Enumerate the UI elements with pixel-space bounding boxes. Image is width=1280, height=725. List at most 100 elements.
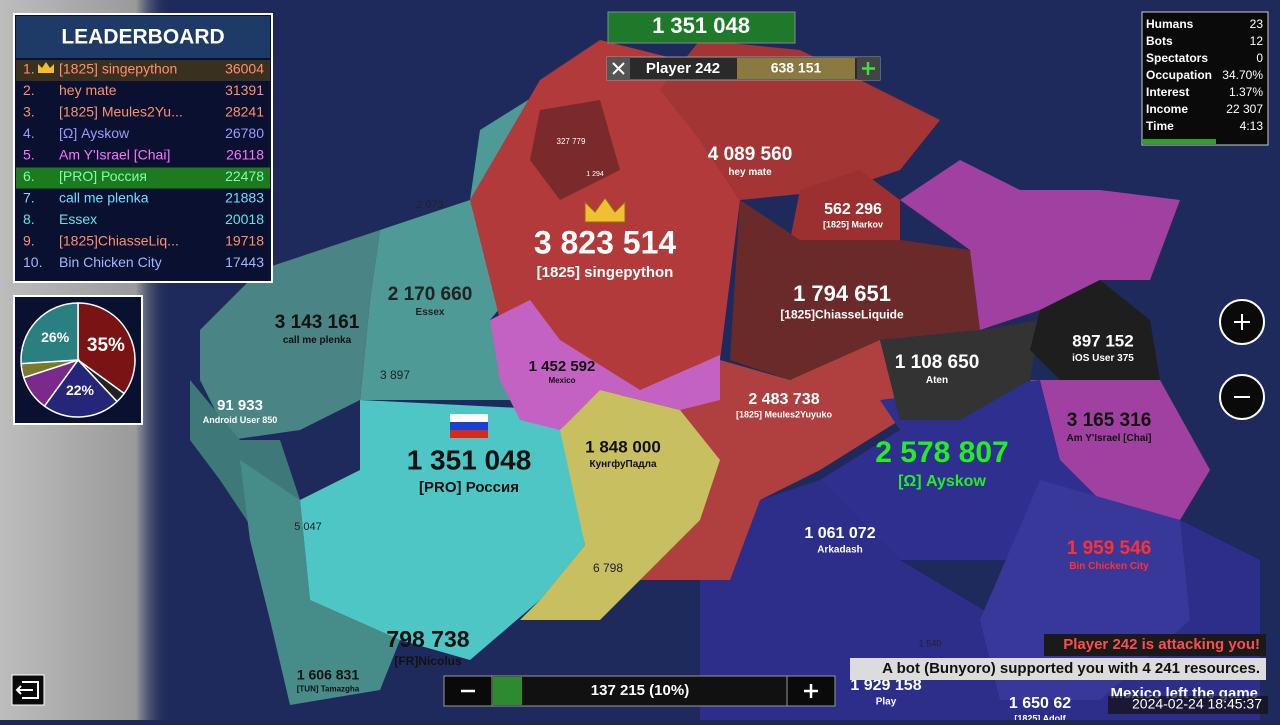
score: 36004 [225, 61, 264, 77]
territory [490, 300, 720, 430]
player-name: [PRO] Россия [59, 168, 147, 184]
territory-amount: 5 047 [294, 521, 322, 533]
timestamp: 2024-02-24 18:45:37 [1132, 696, 1262, 712]
territory-amount: 2 073 [416, 199, 444, 211]
exit-button[interactable] [11, 674, 45, 706]
score: 26780 [225, 125, 264, 141]
zoom-in-icon [1234, 314, 1250, 330]
territory-amount: 562 296 [824, 201, 882, 218]
target-troops-box [737, 58, 855, 79]
stat-label: Time [1146, 119, 1174, 133]
support-message: A bot (Bunyoro) supported you with 4 241… [882, 660, 1260, 677]
territory-amount: 1 061 072 [804, 525, 875, 542]
rank: 5. [23, 147, 35, 163]
player-name: [1825] Meules2Yu... [59, 104, 183, 120]
territory-amount: 2 483 738 [748, 391, 819, 408]
score: 31391 [225, 82, 264, 98]
territory [530, 100, 620, 200]
rank: 1. [23, 61, 35, 77]
crown-icon [584, 197, 626, 223]
territory-name: [PRO] Россия [419, 479, 519, 496]
territory-amount: 6 798 [593, 561, 623, 575]
support-bg [850, 658, 1266, 680]
territory-amount: 327 779 [557, 137, 586, 146]
stat-label: Interest [1146, 85, 1189, 99]
territory [200, 230, 380, 440]
territory-name: [FR]Nicolus [394, 654, 462, 668]
territory-amount: 1 929 158 [850, 677, 921, 694]
attack-bg [1044, 634, 1266, 656]
send-amount: 137 215 (10%) [591, 682, 689, 699]
rank: 3. [23, 104, 35, 120]
territory-name: [Ω] Ayskow [898, 473, 986, 490]
territory [730, 200, 980, 380]
score: 17443 [225, 254, 264, 270]
territory-amount: 1 108 650 [895, 352, 980, 373]
territory-name: [1825] Markov [823, 219, 883, 229]
rank: 6. [23, 168, 35, 184]
territory-amount: 897 152 [1072, 331, 1133, 350]
row-highlight [16, 167, 270, 189]
leaderboard-panel [13, 13, 273, 283]
territory-amount: 1 294 [586, 171, 604, 178]
territory-amount: 3 165 316 [1067, 410, 1152, 431]
territory-name: Play [876, 696, 897, 707]
pie-slice [77, 302, 136, 395]
rank: 7. [23, 190, 35, 206]
messages: Player 242 is attacking you! A bot (Buny… [850, 634, 1268, 714]
rank: 9. [23, 233, 35, 249]
send-fill [493, 677, 522, 705]
pie-label: 35% [87, 335, 125, 356]
time-progress [1142, 139, 1216, 144]
leaderboard-rows: 1. [1825] singepython 36004 2. hey mate 31391… [16, 60, 270, 270]
flag-icon [450, 414, 488, 438]
territory-amount: 3 823 514 [534, 224, 677, 260]
player-name: Bin Chicken City [59, 254, 162, 270]
send-bar: 137 215 (10%) [443, 675, 836, 707]
territory-name: [TUN] Tamazgha [297, 684, 360, 693]
territory [880, 320, 1040, 420]
stat-label: Bots [1146, 34, 1173, 48]
territory [240, 460, 400, 705]
rank: 8. [23, 211, 35, 227]
territory [300, 400, 585, 660]
territory-amount: 4 089 560 [708, 144, 793, 165]
pie-label: 26% [41, 329, 70, 345]
territory-amount: 798 738 [386, 626, 469, 652]
zoom-controls [1219, 299, 1265, 420]
leaderboard-title: LEADERBOARD [61, 26, 224, 49]
territory-name: Am Y'Israel [Chai] [1067, 433, 1152, 444]
troops: 1 351 048 [652, 13, 750, 38]
territory [790, 170, 900, 260]
timestamp-bg [1108, 696, 1268, 714]
territory-name: [1825] singepython [537, 264, 674, 281]
crown-icon [38, 62, 54, 73]
territory-name: [1825]ChiasseLiquide [780, 308, 904, 322]
add-icon [862, 62, 875, 75]
territory [900, 160, 1180, 330]
territory-name: iOS User 375 [1072, 353, 1134, 364]
player-name: Essex [59, 211, 97, 227]
player-name: [1825] singepython [59, 61, 177, 77]
stat-label: Humans [1146, 17, 1194, 31]
stats-box [1141, 11, 1269, 146]
player-name: Am Y'Israel [Chai] [59, 147, 170, 163]
player-name: [1825]ChiasseLiq... [59, 233, 179, 249]
map: 3 823 514 [1825] singepython 4 089 560 hey … [190, 40, 1260, 723]
score: 19718 [225, 233, 264, 249]
territory-name: Aten [926, 375, 948, 386]
territory-amount: 1 794 651 [793, 281, 891, 306]
increase-icon [804, 684, 818, 698]
attack-message: Player 242 is attacking you! [1063, 636, 1260, 653]
exit-icon [15, 681, 39, 699]
territory-name: [1825] Meules2Yuyuko [736, 409, 833, 419]
stat-value: 12 [1250, 34, 1264, 48]
stat-label: Income [1146, 102, 1188, 116]
territory-name: hey mate [728, 167, 772, 178]
score: 28241 [225, 104, 264, 120]
rank: 10. [23, 254, 42, 270]
troops-bar: 1 351 048 Player 242 638 151 [606, 11, 881, 81]
territory-amount: 1 848 000 [585, 437, 661, 456]
